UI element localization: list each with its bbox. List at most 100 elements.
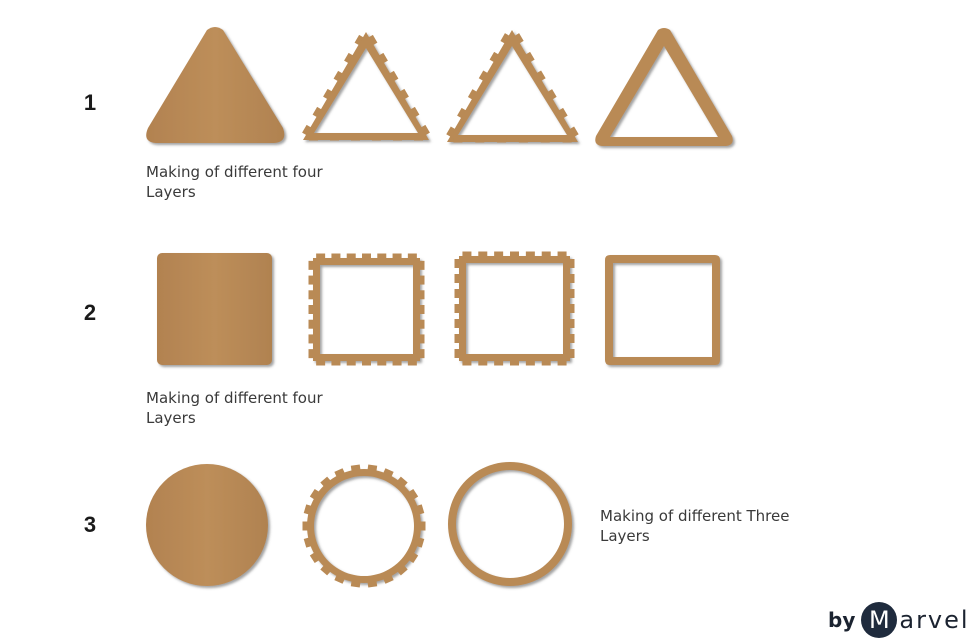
frame-tab xyxy=(454,274,460,283)
frame-tab xyxy=(540,137,550,143)
frame-tab xyxy=(454,334,460,343)
frame-tab xyxy=(416,504,425,515)
frame-tab xyxy=(320,476,331,487)
row-3-caption: Making of different Three Layers xyxy=(600,506,789,546)
frame-tab xyxy=(308,305,314,314)
frame-tab xyxy=(569,126,579,137)
circle-solid-layer xyxy=(146,464,268,586)
frame-tab xyxy=(354,34,364,46)
triangle-tabbed-frame-layer-1 xyxy=(302,32,430,141)
frame-tab xyxy=(462,251,472,257)
frame-tab xyxy=(409,552,419,564)
frame-tab xyxy=(309,135,318,141)
frame-tab xyxy=(397,476,408,487)
frame-tab xyxy=(489,51,499,63)
row-1-shapes xyxy=(146,27,733,146)
square-solid-layer xyxy=(157,253,272,365)
frame-tab xyxy=(308,275,314,285)
frame-tab xyxy=(316,360,326,366)
frame-tab xyxy=(308,334,314,344)
frame-tab xyxy=(372,135,381,141)
frame-tab xyxy=(525,251,535,257)
frame-tab xyxy=(367,581,378,588)
frame-tab xyxy=(419,349,425,359)
frame-tab xyxy=(454,304,460,313)
row-2-caption: Making of different four Layers xyxy=(146,388,323,428)
row-2-number: 2 xyxy=(83,300,97,325)
row-2-shapes xyxy=(157,251,720,366)
frame-tab xyxy=(525,360,535,366)
frame-tab xyxy=(309,488,319,500)
frame-tab xyxy=(557,360,567,366)
frame-tab xyxy=(410,106,420,118)
frame-tab xyxy=(379,52,388,64)
frame-tab xyxy=(457,107,466,119)
frame-tab xyxy=(467,89,477,100)
row-3-number: 3 xyxy=(83,512,97,537)
square-tabbed-frame-layer-1 xyxy=(308,253,425,366)
frame-tab xyxy=(407,253,417,259)
frame-tab xyxy=(367,464,378,471)
frame-tab xyxy=(334,468,345,477)
frame-tab xyxy=(497,137,507,143)
frame-tab xyxy=(454,319,460,328)
frame-tab xyxy=(362,253,371,259)
frame-tab xyxy=(308,260,314,270)
frame-tab xyxy=(510,251,519,257)
frame-tab xyxy=(400,88,409,100)
circle-plain-frame-layer xyxy=(447,462,572,586)
frame-tab xyxy=(541,251,551,257)
frame-tab xyxy=(331,360,341,366)
frame-tab xyxy=(351,135,360,141)
frame-tab xyxy=(562,137,572,143)
frame-tab xyxy=(312,106,322,118)
frame-tab xyxy=(419,319,425,329)
caption-line: Making of different Three xyxy=(600,507,790,525)
frame-tab xyxy=(557,251,567,257)
square-tabbed-frame-layer-2 xyxy=(454,251,575,366)
frame-tab xyxy=(421,124,430,136)
frame-tab xyxy=(368,34,378,46)
frame-tab xyxy=(346,253,356,259)
frame-tab xyxy=(569,274,575,283)
frame-tab xyxy=(569,304,575,313)
frame-tab xyxy=(344,52,353,64)
frame-tab xyxy=(362,360,371,366)
brand-prefix: by xyxy=(828,608,856,632)
frame-tab xyxy=(383,575,394,584)
frame-tab xyxy=(346,360,356,366)
frame-tab xyxy=(453,137,463,143)
row-3-shapes xyxy=(146,462,572,588)
square-plain-frame-layer xyxy=(605,255,720,365)
frame-tab xyxy=(419,290,425,300)
frame-tab xyxy=(333,70,343,82)
frame-tab xyxy=(419,334,425,344)
frame-tab xyxy=(518,137,528,143)
caption-line: Making of different four xyxy=(146,163,323,181)
brand-initial: M xyxy=(869,606,890,634)
frame-tab xyxy=(514,33,524,44)
frame-tab xyxy=(419,275,425,285)
frame-tab xyxy=(475,137,485,143)
row-1-caption: Making of different four Layers xyxy=(146,162,323,202)
frame-tab xyxy=(416,537,425,548)
triangle-plain-frame-layer xyxy=(595,28,733,146)
frame-tab xyxy=(377,253,387,259)
frame-tab xyxy=(308,319,314,329)
frame-tab xyxy=(478,360,488,366)
frame-tab xyxy=(302,521,308,531)
brand-initial-badge: M xyxy=(861,602,898,638)
frame-tab xyxy=(350,581,361,588)
frame-tab xyxy=(462,360,472,366)
frame-tab xyxy=(323,88,332,100)
frame-tab xyxy=(303,504,312,515)
caption-line: Layers xyxy=(600,527,650,545)
triangle-solid-layer xyxy=(146,27,285,143)
frame-tab xyxy=(377,360,387,366)
frame-tab xyxy=(569,259,575,268)
frame-tab xyxy=(500,33,510,44)
frame-tab xyxy=(478,70,488,81)
frame-tab xyxy=(389,70,399,82)
frame-tab xyxy=(392,253,402,259)
frame-tab xyxy=(308,290,314,300)
